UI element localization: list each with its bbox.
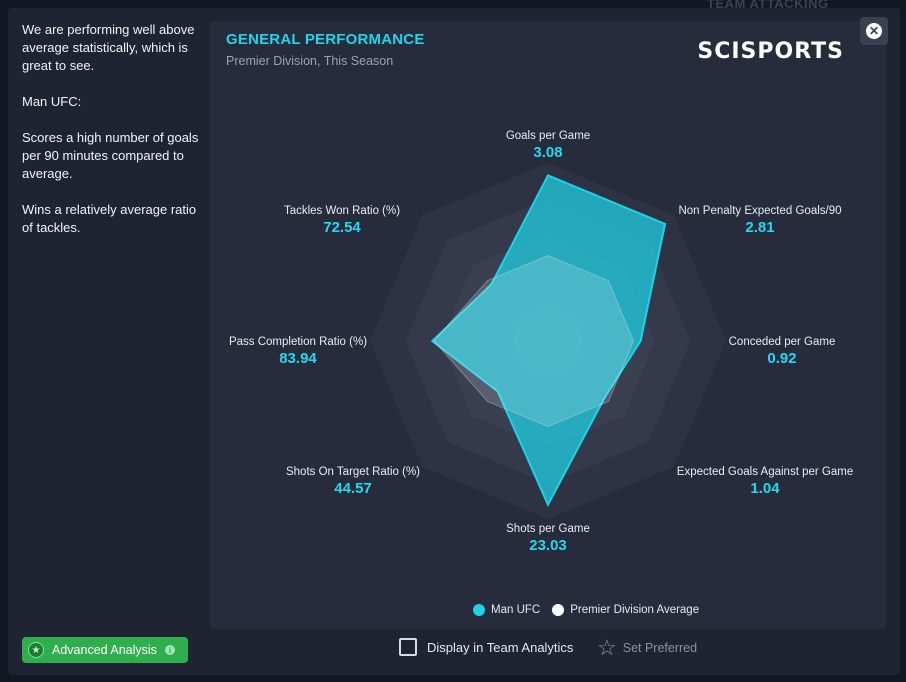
set-preferred-button[interactable]: ☆ Set Preferred: [597, 637, 697, 659]
star-outline-icon: ☆: [597, 635, 617, 660]
axis-name: Non Penalty Expected Goals/90: [678, 205, 842, 217]
advanced-analysis-button[interactable]: ★ Advanced Analysis i: [22, 637, 188, 663]
axis-value: 83.94: [279, 350, 317, 367]
close-icon: ✕: [866, 23, 882, 39]
info-icon[interactable]: i: [164, 645, 175, 655]
axis-value: 3.08: [533, 144, 563, 161]
legend-swatch-team: [473, 604, 485, 616]
legend-swatch-average: [552, 604, 565, 616]
legend-label: Man UFC: [491, 604, 541, 616]
summary-paragraph: Man UFC:: [22, 94, 82, 109]
axis-name: Conceded per Game: [728, 336, 836, 348]
panel-subtitle: Premier Division, This Season: [226, 54, 394, 68]
close-button[interactable]: ✕: [860, 17, 888, 45]
summary-paragraph: Wins a relatively average ratio of tackl…: [22, 202, 197, 235]
legend-label: Premier Division Average: [570, 604, 700, 616]
panel-title: GENERAL PERFORMANCE: [226, 31, 425, 48]
axis-value: 23.03: [529, 537, 567, 554]
axis-name: Pass Completion Ratio (%): [228, 336, 368, 348]
axis-name: Expected Goals Against per Game: [676, 466, 854, 478]
set-preferred-label: Set Preferred: [622, 641, 698, 655]
series-man-ufc: [430, 174, 667, 508]
axis-label: Shots On Target Ratio (%) 44.57: [286, 466, 420, 497]
checkbox[interactable]: [399, 638, 417, 656]
axis-name: Shots On Target Ratio (%): [285, 466, 421, 478]
legend-item: Man UFC: [473, 604, 540, 616]
axis-label: Conceded per Game 0.92: [729, 336, 836, 367]
axis-label: Shots per Game 23.03: [506, 523, 590, 554]
series-league-average: [433, 255, 634, 427]
chart-legend: Man UFC Premier Division Average: [473, 604, 705, 616]
axis-label: Tackles Won Ratio (%) 72.54: [284, 205, 400, 236]
axis-name: Tackles Won Ratio (%): [283, 205, 401, 217]
axis-value: 2.81: [745, 219, 775, 236]
axis-label: Pass Completion Ratio (%) 83.94: [229, 336, 367, 367]
background-title: TEAM ATTACKING: [707, 0, 829, 11]
axis-label: Expected Goals Against per Game 1.04: [677, 466, 853, 497]
axis-label: Goals per Game 3.08: [506, 130, 590, 161]
advanced-analysis-label: Advanced Analysis: [52, 643, 157, 657]
axis-name: Goals per Game: [505, 130, 591, 142]
star-badge-icon: ★: [28, 642, 44, 658]
axis-value: 0.92: [767, 350, 797, 367]
summary-paragraph: We are performing well above average sta…: [22, 22, 195, 73]
brand-logo: SCISPORTS: [697, 39, 844, 64]
legend-item: Premier Division Average: [552, 604, 699, 616]
axis-label: Non Penalty Expected Goals/90 2.81: [678, 205, 841, 236]
summary-text: We are performing well above average sta…: [22, 21, 206, 255]
axis-name: Shots per Game: [506, 523, 590, 535]
axis-value: 72.54: [323, 219, 361, 236]
display-in-team-analytics-toggle[interactable]: Display in Team Analytics: [399, 638, 573, 656]
axis-value: 44.57: [334, 480, 372, 497]
axis-value: 1.04: [750, 480, 780, 497]
display-label: Display in Team Analytics: [427, 639, 574, 655]
summary-paragraph: Scores a high number of goals per 90 min…: [22, 130, 199, 181]
